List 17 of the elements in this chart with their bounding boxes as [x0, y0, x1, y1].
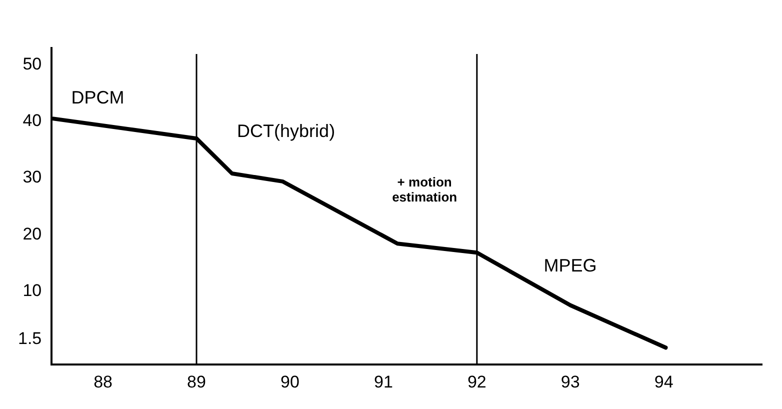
x-tick-label: 89 — [187, 372, 206, 392]
y-tick-label: 1.5 — [18, 328, 42, 348]
y-tick-label: 20 — [22, 224, 42, 244]
x-tick-label: 91 — [374, 372, 393, 392]
annotation: MPEG — [544, 255, 597, 276]
annotation: DCT(hybrid) — [237, 120, 336, 141]
y-tick-label: 40 — [22, 111, 42, 130]
y-tick-label: 30 — [22, 168, 42, 187]
y-tick-label: 10 — [22, 280, 42, 300]
annotation: + motion estimation — [392, 174, 458, 205]
x-tick-label: 88 — [94, 372, 112, 392]
annotation: DPCM — [71, 88, 124, 108]
x-tick-label: 90 — [280, 372, 300, 392]
y-tick-label: 50 — [22, 54, 42, 74]
x-tick-label: 93 — [560, 372, 580, 392]
x-tick-label: 94 — [654, 372, 674, 392]
x-tick-label: 92 — [467, 372, 486, 392]
